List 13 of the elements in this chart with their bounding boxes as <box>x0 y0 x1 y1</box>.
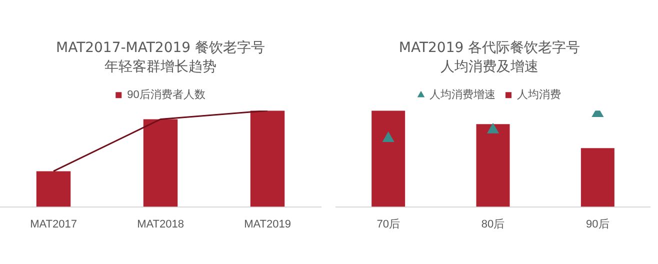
x-tick-label: MAT2019 <box>244 218 291 230</box>
x-tick-label: 70后 <box>376 217 400 230</box>
x-tick-label: 90后 <box>586 217 610 230</box>
legend-label: 人均消费增速 <box>430 88 496 102</box>
chart-title: MAT2017-MAT2019 餐饮老字号 <box>56 40 266 56</box>
x-tick-label: MAT2018 <box>137 218 184 230</box>
legend-label: 人均消费 <box>517 88 561 102</box>
legend-label: 90后消费者人数 <box>127 88 206 102</box>
chart-title: MAT2019 各代际餐饮老字号 <box>398 40 580 56</box>
chart-subtitle: 年轻客群增长趋势 <box>104 58 216 75</box>
x-tick-label: MAT2017 <box>30 218 77 230</box>
x-tick-label: 80后 <box>481 217 505 230</box>
chart-subtitle: 人均消费及增速 <box>440 58 538 75</box>
